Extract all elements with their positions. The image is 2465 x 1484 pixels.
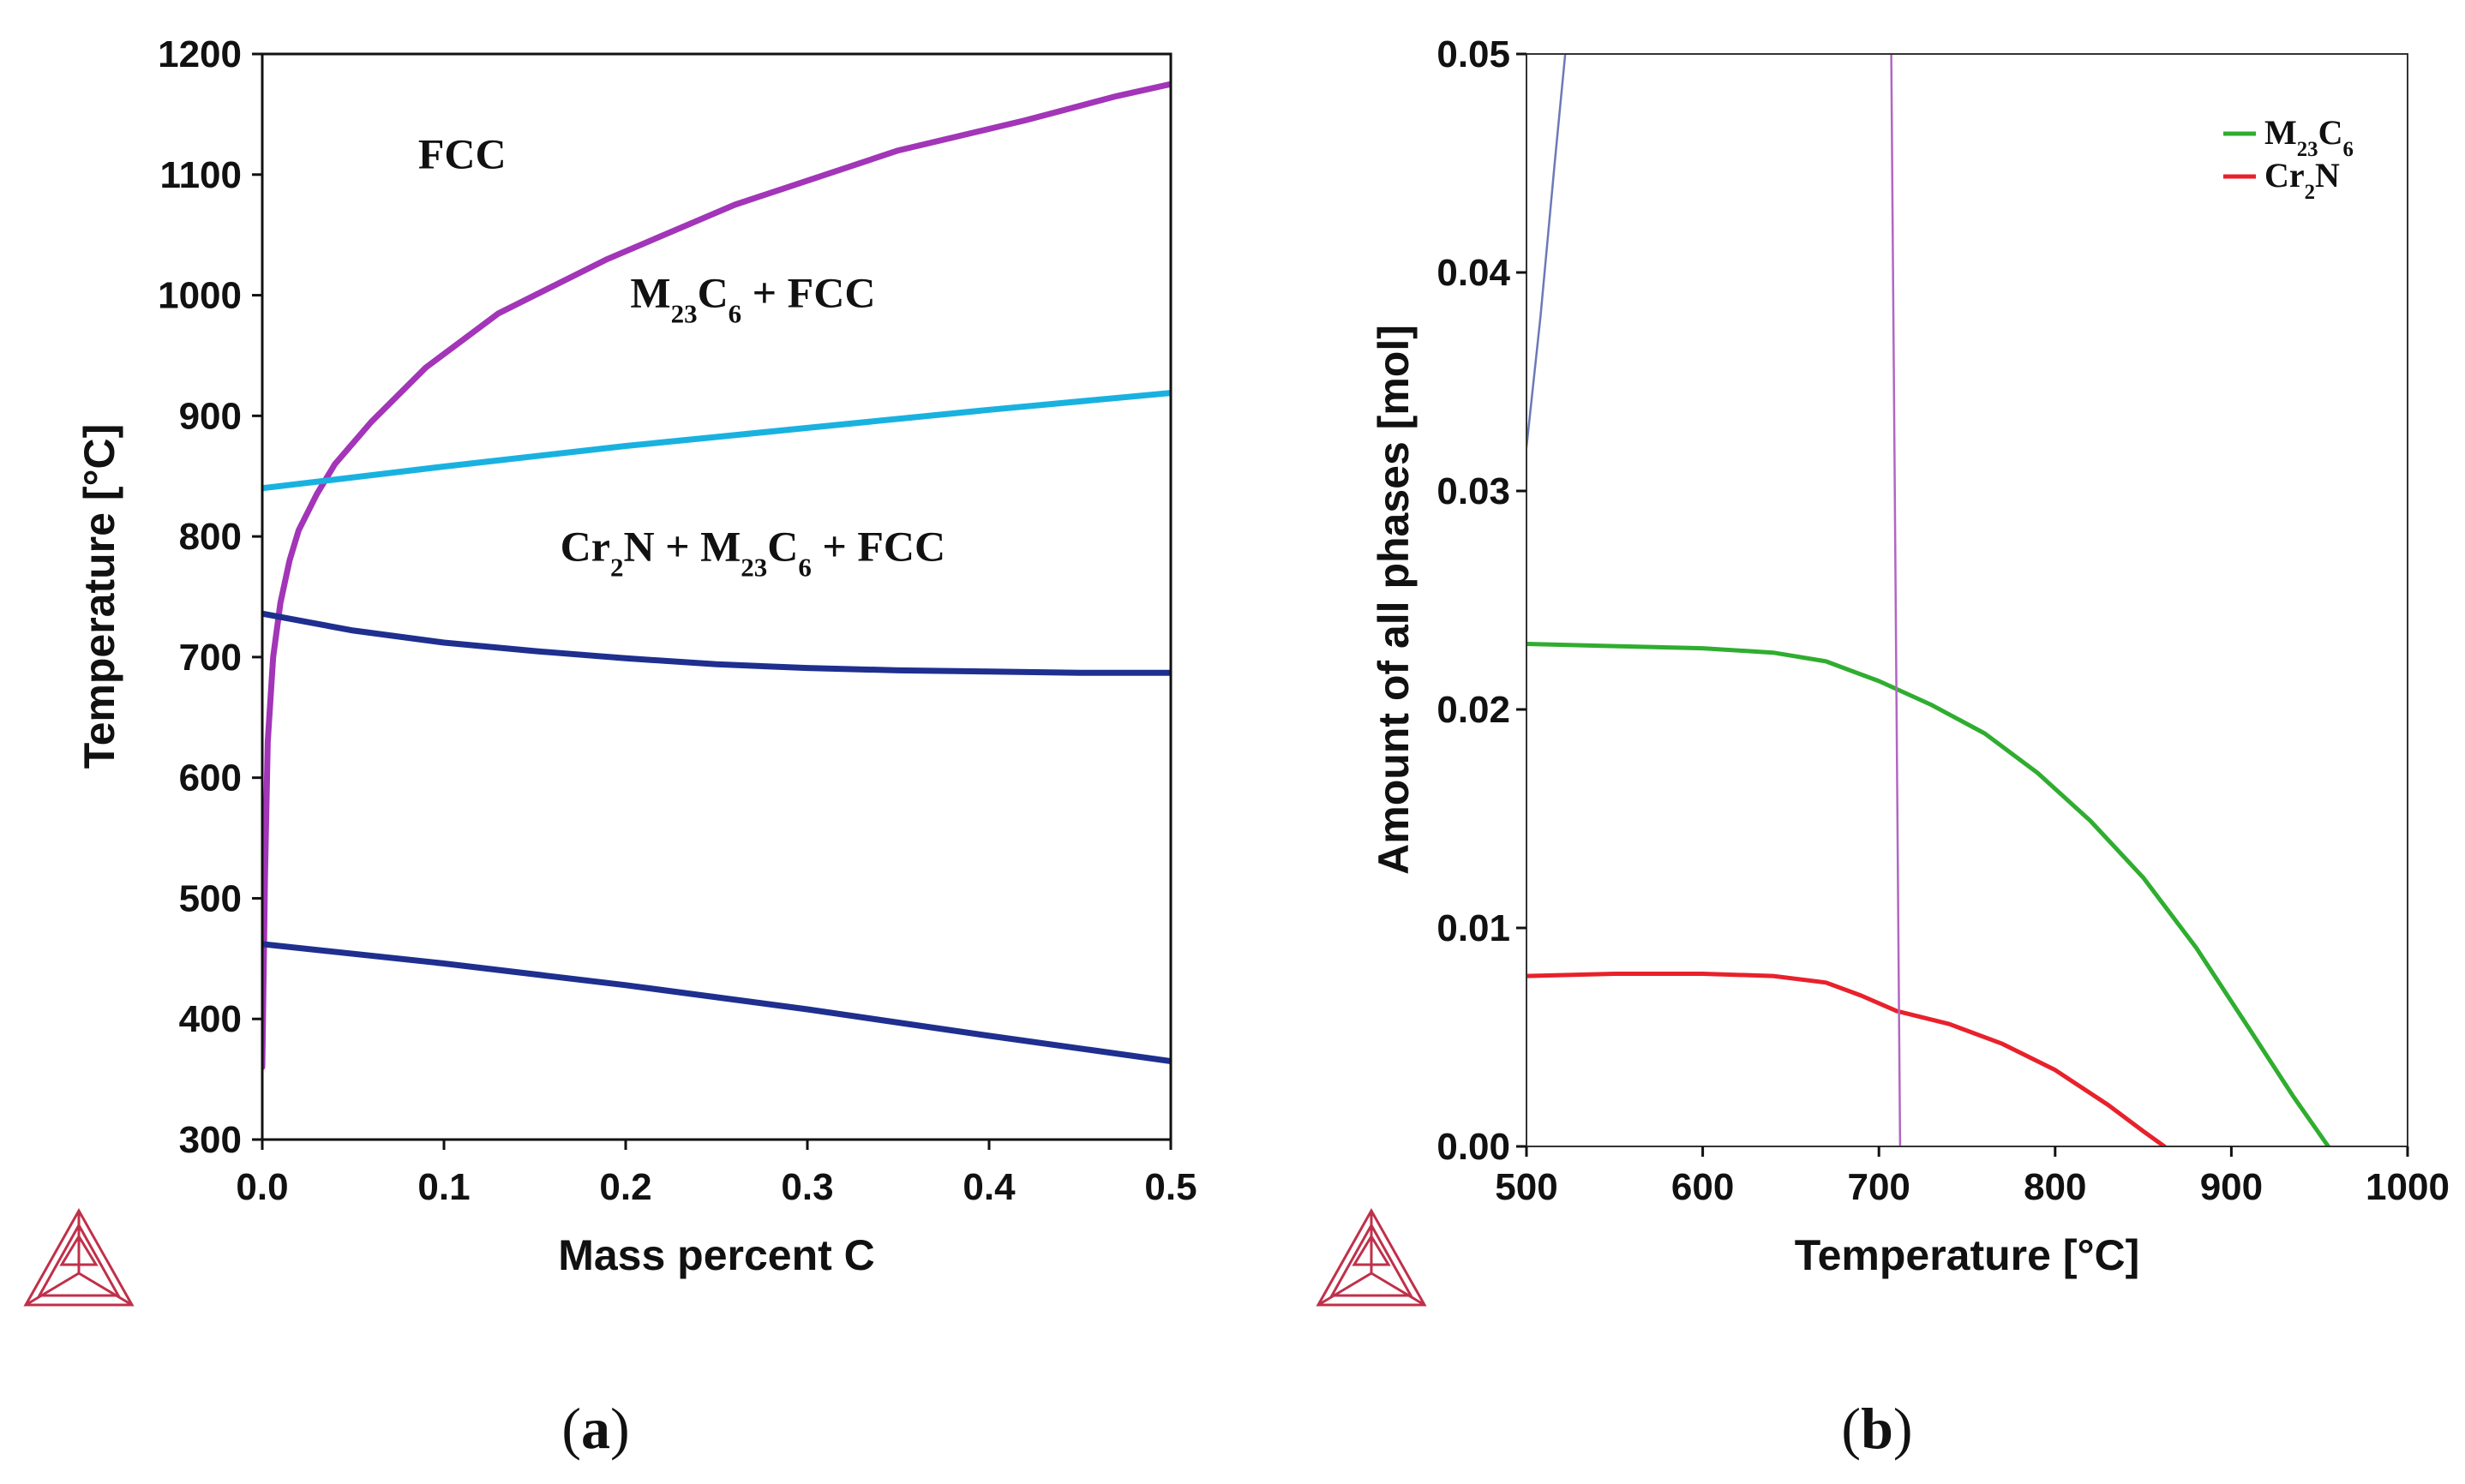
chart-b-y-tick-label: 0.00 xyxy=(1436,1126,1510,1168)
chart-a-region-label: M23C6 + FCC xyxy=(630,269,875,329)
chart-a-y-tick-label: 800 xyxy=(179,516,242,558)
chart-a-y-tick-label: 400 xyxy=(179,998,242,1040)
chart-a-y-tick-label: 900 xyxy=(179,395,242,437)
chart-a-x-ticks: 0.0 0.1 0.2 0.3 0.4 0.5 xyxy=(236,1140,1197,1208)
chart-a-series-cr2n-solvus xyxy=(262,390,1171,492)
panel-label-a: (a) xyxy=(561,1396,629,1461)
chart-a-x-tick-label: 0.3 xyxy=(781,1166,833,1208)
chart-a-series-fcc-m23c6-fcc-boundary xyxy=(262,81,1171,1070)
chart-b-plot-frame xyxy=(1526,53,2408,1147)
chart-a-y-tick-label: 1100 xyxy=(160,154,242,196)
chart-b-y-axis-label: Amount of all phases [mol] xyxy=(1370,325,1418,875)
chart-b-series xyxy=(1526,54,2330,1146)
chart-a-y-tick-label: 500 xyxy=(179,877,242,919)
chart-a-y-tick-label: 1200 xyxy=(158,33,242,75)
chart-a-series-upper-lower-boundary xyxy=(262,610,1171,676)
chart-b-x-tick-label: 900 xyxy=(2200,1166,2263,1208)
chart-a-x-tick-label: 0.2 xyxy=(599,1166,651,1208)
chart-a-y-tick-label: 700 xyxy=(179,637,242,679)
chart-a-y-tick-label: 300 xyxy=(179,1119,242,1161)
chart-a-y-axis-label: Temperature [°C] xyxy=(75,424,123,769)
chart-b-y-tick-label: 0.04 xyxy=(1436,252,1510,294)
chart-b-x-tick-label: 600 xyxy=(1671,1166,1734,1208)
chart-a-y-tick-label: 1000 xyxy=(158,275,242,317)
chart-b-x-tick-label: 1000 xyxy=(2366,1166,2450,1208)
chart-b-x-axis-label: Temperature [°C] xyxy=(1795,1231,2139,1279)
chart-b-x-tick-label: 800 xyxy=(2024,1166,2086,1208)
logo-b-icon xyxy=(1316,1207,1427,1307)
chart-b-y-ticks: 0.00 0.01 0.02 0.03 0.04 0.05 xyxy=(1436,33,1526,1168)
chart-b-y-tick-label: 0.02 xyxy=(1436,689,1510,731)
chart-a-x-tick-label: 0.4 xyxy=(963,1166,1016,1208)
chart-b-series-cr2n xyxy=(1526,972,2167,1146)
chart-b-series-m23c6 xyxy=(1526,642,2330,1146)
chart-b-legend-label: Cr2N xyxy=(2264,156,2340,204)
chart-a-series-lowest-boundary xyxy=(262,941,1171,1064)
chart-a: 0.0 0.1 0.2 0.3 0.4 0.5 300 400 500 600 700 800 900… xyxy=(75,33,1197,1279)
chart-b-legend-label: M23C6 xyxy=(2264,113,2354,161)
chart-b-y-tick-label: 0.01 xyxy=(1436,907,1510,949)
chart-a-region-label: FCC xyxy=(418,130,507,178)
chart-a-region-label: Cr2N + M23C6 + FCC xyxy=(561,522,945,582)
panel-label-b: (b) xyxy=(1841,1396,1912,1461)
chart-a-plot-frame xyxy=(261,52,1173,1141)
chart-b-series-steep-phase-line xyxy=(1526,54,1567,449)
chart-b-y-tick-label: 0.05 xyxy=(1436,33,1510,75)
chart-a-x-tick-label: 0.1 xyxy=(417,1166,470,1208)
chart-a-x-tick-label: 0.5 xyxy=(1144,1166,1197,1208)
chart-b-series-vertical-phase-line xyxy=(1890,54,1902,1146)
chart-a-region-labels: FCC M23C6 + FCC Cr2N + M23C6 + FCC xyxy=(418,130,945,582)
chart-b-y-tick-label: 0.03 xyxy=(1436,470,1510,512)
chart-a-x-axis-label: Mass percent C xyxy=(558,1231,875,1279)
chart-a-y-tick-label: 600 xyxy=(179,757,242,799)
chart-b-x-tick-label: 700 xyxy=(1847,1166,1910,1208)
chart-a-x-tick-label: 0.0 xyxy=(236,1166,288,1208)
logo-a-icon xyxy=(23,1207,135,1307)
chart-b-x-tick-label: 500 xyxy=(1495,1166,1557,1208)
chart-a-y-ticks: 300 400 500 600 700 800 900 1000 1100 1200 xyxy=(158,33,262,1161)
chart-b: 500 600 700 800 900 1000 0.00 0.01 0.02 0.03 0.04… xyxy=(1370,33,2450,1279)
chart-a-series xyxy=(262,81,1171,1070)
chart-b-x-ticks: 500 600 700 800 900 1000 xyxy=(1495,1146,2450,1208)
